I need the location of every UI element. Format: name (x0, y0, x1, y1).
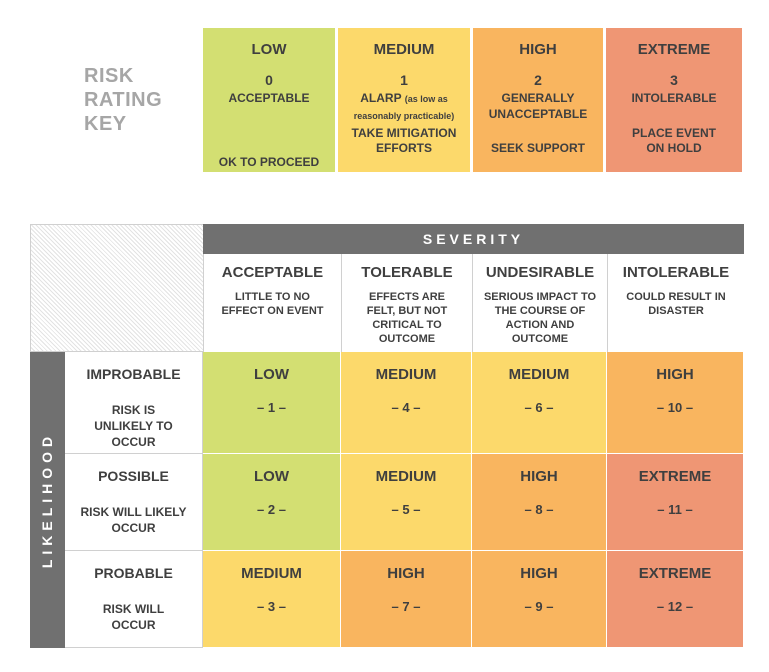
key-number: 0 (265, 72, 273, 88)
risk-cell-level: EXTREME (638, 565, 712, 582)
severity-column-acceptable: ACCEPTABLE LITTLE TO NO EFFECT ON EVENT (203, 254, 341, 352)
risk-cell-2-3: HIGH – 8 – (472, 454, 607, 551)
key-action: OK TO PROCEED (218, 155, 320, 169)
likelihood-row-improbable: IMPROBABLE RISK IS UNLIKELY TO OCCUR (65, 352, 203, 454)
key-action: SEEK SUPPORT (490, 141, 586, 155)
key-desc-text: UNACCEPTABLE (488, 107, 588, 121)
risk-cell-2-4: EXTREME – 11 – (607, 454, 744, 551)
key-desc-small: (as low as reasonably practicable) (353, 94, 455, 121)
likelihood-row-probable: PROBABLE RISK WILL OCCUR (65, 551, 203, 648)
risk-cell-score: – 7 – (391, 599, 421, 614)
key-description: GENERALLY UNACCEPTABLE (473, 90, 603, 122)
severity-column-intolerable: INTOLERABLE COULD RESULT IN DISASTER (607, 254, 744, 352)
risk-cell-3-1: MEDIUM – 3 – (203, 551, 341, 648)
risk-cell-score: – 4 – (391, 400, 421, 415)
likelihood-description: RISK IS UNLIKELY TO OCCUR (94, 403, 173, 449)
key-box-high: HIGH 2 GENERALLY UNACCEPTABLE SEEK SUPPO… (473, 28, 603, 172)
key-box-extreme: EXTREME 3 INTOLERABLE PLACE EVENT ON HOL… (606, 28, 742, 172)
risk-cell-1-4: HIGH – 10 – (607, 352, 744, 454)
risk-cell-3-4: EXTREME – 12 – (607, 551, 744, 648)
risk-cell-level: HIGH (520, 565, 558, 582)
likelihood-title: PROBABLE (94, 565, 173, 581)
key-level: MEDIUM (373, 41, 435, 58)
key-number: 1 (400, 72, 408, 88)
severity-description: SERIOUS IMPACT TO THE COURSE OF ACTION A… (483, 291, 597, 345)
risk-cell-score: – 6 – (524, 400, 554, 415)
severity-description: COULD RESULT IN DISASTER (626, 291, 726, 317)
risk-cell-score: – 12 – (656, 599, 694, 614)
risk-cell-level: EXTREME (638, 468, 712, 485)
key-level: HIGH (519, 41, 557, 58)
risk-cell-level: HIGH (520, 468, 558, 485)
risk-cell-score: – 10 – (656, 400, 694, 415)
risk-cell-1-3: MEDIUM – 6 – (472, 352, 607, 454)
risk-cell-level: MEDIUM (375, 468, 437, 485)
likelihood-header: LIKELIHOOD (30, 352, 65, 648)
risk-cell-score: – 11 – (657, 502, 693, 517)
risk-cell-level: HIGH (387, 565, 425, 582)
likelihood-title: POSSIBLE (98, 468, 169, 484)
risk-cell-score: – 5 – (391, 502, 421, 517)
severity-column-tolerable: TOLERABLE EFFECTS ARE FELT, BUT NOT CRIT… (341, 254, 472, 352)
risk-cell-level: MEDIUM (375, 366, 437, 383)
key-title-line: RATING (84, 89, 163, 111)
risk-cell-score: – 1 – (257, 400, 286, 415)
risk-cell-score: – 3 – (257, 599, 286, 614)
risk-cell-score: – 9 – (524, 599, 554, 614)
risk-cell-level: LOW (254, 366, 289, 383)
risk-cell-3-3: HIGH – 9 – (472, 551, 607, 648)
severity-title: TOLERABLE (361, 264, 453, 281)
risk-cell-1-2: MEDIUM – 4 – (341, 352, 472, 454)
key-number: 2 (534, 72, 542, 88)
likelihood-title: IMPROBABLE (86, 366, 181, 382)
key-description: INTOLERABLE (606, 90, 742, 106)
key-description: ACCEPTABLE (203, 90, 335, 106)
severity-title: ACCEPTABLE (221, 264, 324, 281)
risk-cell-level: HIGH (656, 366, 694, 383)
severity-description: LITTLE TO NO EFFECT ON EVENT (221, 291, 324, 317)
risk-rating-key-title: RISK RATING KEY (84, 64, 162, 136)
key-level: LOW (251, 41, 287, 58)
key-description: ALARP (as low as reasonably practicable) (338, 90, 470, 124)
risk-cell-1-1: LOW – 1 – (203, 352, 341, 454)
risk-cell-2-2: MEDIUM – 5 – (341, 454, 472, 551)
severity-description: EFFECTS ARE FELT, BUT NOT CRITICAL TO OU… (366, 291, 448, 345)
risk-cell-level: MEDIUM (508, 366, 570, 383)
risk-matrix: SEVERITY ACCEPTABLE LITTLE TO NO EFFECT … (30, 224, 744, 648)
risk-cell-level: LOW (254, 468, 289, 485)
key-desc-text: INTOLERABLE (631, 91, 717, 105)
risk-cell-3-2: HIGH – 7 – (341, 551, 472, 648)
key-box-medium: MEDIUM 1 ALARP (as low as reasonably pra… (338, 28, 470, 172)
key-desc-text: GENERALLY (501, 91, 575, 105)
key-action: TAKE MITIGATION EFFORTS (351, 126, 457, 155)
likelihood-description: RISK WILL LIKELY OCCUR (80, 505, 187, 535)
severity-column-undesirable: UNDESIRABLE SERIOUS IMPACT TO THE COURSE… (472, 254, 607, 352)
key-desc-text: ACCEPTABLE (228, 91, 310, 105)
key-action: PLACE EVENT ON HOLD (632, 126, 717, 155)
risk-cell-score: – 8 – (524, 502, 554, 517)
severity-title: INTOLERABLE (622, 264, 730, 281)
matrix-corner-hatch (30, 224, 203, 352)
severity-header: SEVERITY (203, 224, 744, 254)
key-number: 3 (670, 72, 678, 88)
key-title-line: RISK (84, 65, 134, 87)
risk-cell-level: MEDIUM (241, 565, 302, 582)
likelihood-label: LIKELIHOOD (39, 431, 55, 569)
likelihood-row-possible: POSSIBLE RISK WILL LIKELY OCCUR (65, 454, 203, 551)
key-title-line: KEY (84, 113, 127, 135)
key-desc-text: ALARP (360, 91, 405, 105)
risk-cell-2-1: LOW – 2 – (203, 454, 341, 551)
key-level: EXTREME (637, 41, 711, 58)
severity-title: UNDESIRABLE (485, 264, 595, 281)
likelihood-description: RISK WILL OCCUR (102, 602, 165, 632)
risk-cell-score: – 2 – (257, 502, 286, 517)
key-box-low: LOW 0 ACCEPTABLE OK TO PROCEED (203, 28, 335, 172)
